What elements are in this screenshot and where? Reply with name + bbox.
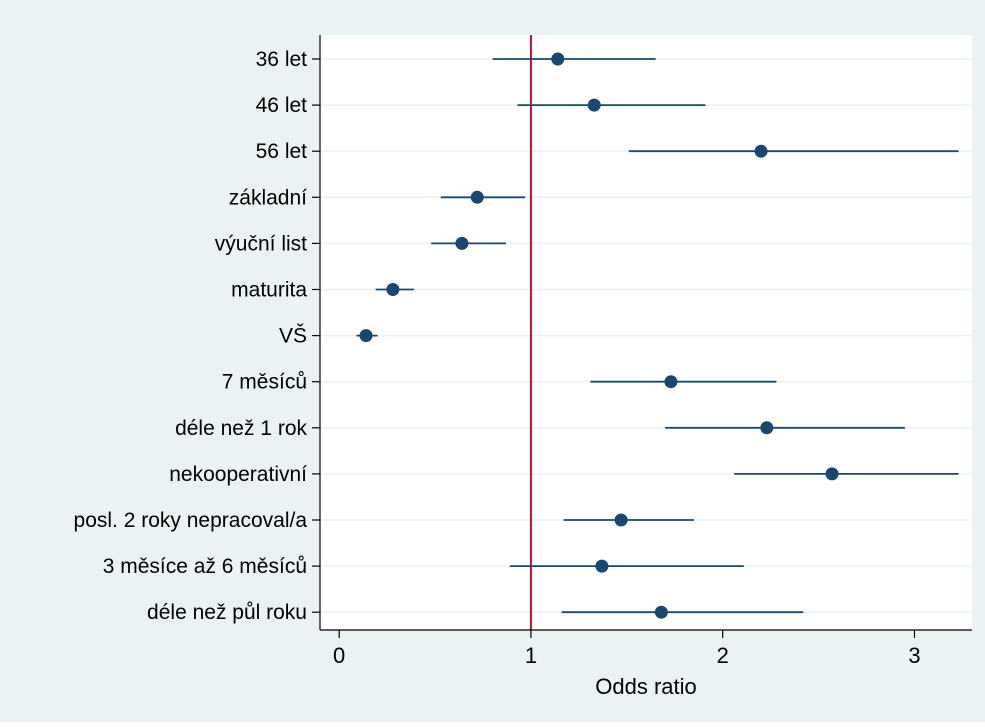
estimate-point — [551, 52, 565, 66]
estimate-point — [587, 98, 601, 112]
y-tick-label: déle než půl roku — [147, 601, 307, 624]
marks-layer — [356, 52, 959, 619]
y-tick-label: 56 let — [256, 140, 308, 163]
estimate-point — [386, 283, 400, 296]
estimate-point — [455, 236, 469, 250]
x-axis-label: Odds ratio — [595, 674, 697, 699]
y-tick-label: 3 měsíce až 6 měsíců — [103, 555, 307, 578]
y-tick-label: maturita — [231, 279, 307, 302]
estimate-point — [595, 559, 609, 573]
estimate-point — [614, 513, 628, 527]
y-tick-label: VŠ — [279, 325, 307, 348]
y-tick-label: základní — [229, 186, 307, 209]
plot-background — [320, 35, 972, 630]
axes-layer: 36 let 46 let 56 let základní výuční list mat… — [74, 35, 972, 668]
estimate-point — [664, 375, 678, 389]
estimate-point — [825, 467, 839, 481]
estimate-point — [760, 421, 774, 435]
y-tick-label: 46 let — [256, 94, 308, 117]
y-tick-label: posl. 2 roky nepracoval/a — [74, 509, 308, 532]
y-tick-label: déle než 1 rok — [175, 417, 307, 440]
x-tick-label: 2 — [717, 643, 729, 668]
estimate-point — [470, 190, 484, 204]
x-tick-label: 1 — [525, 643, 537, 668]
estimate-point — [754, 144, 768, 158]
y-tick-label: 36 let — [256, 48, 308, 71]
estimate-point — [359, 329, 373, 343]
x-tick-label: 0 — [333, 643, 345, 668]
y-tick-label: nekooperativní — [169, 463, 307, 486]
y-tick-label: 7 měsíců — [222, 371, 307, 394]
x-tick-label: 3 — [908, 643, 920, 668]
estimate-point — [654, 605, 668, 619]
y-tick-label: výuční list — [215, 232, 307, 255]
